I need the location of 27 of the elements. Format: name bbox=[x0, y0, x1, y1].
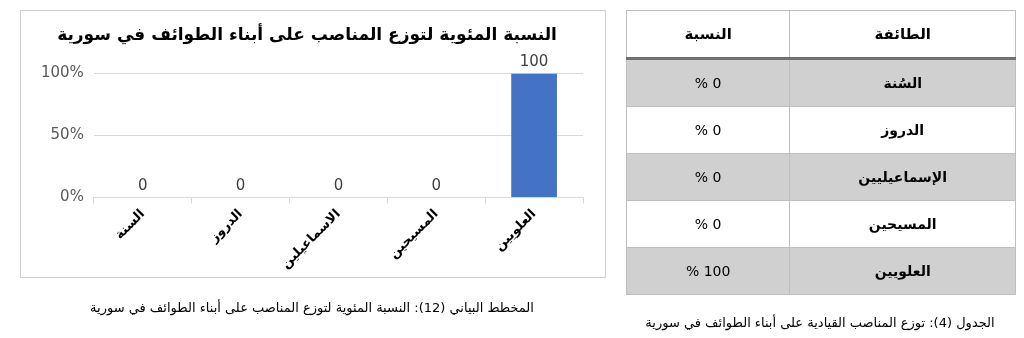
x-tick-label: الاسماعيلين bbox=[277, 205, 343, 271]
category-label: العلويين bbox=[789, 247, 1016, 295]
y-tick-label: 50% bbox=[50, 125, 84, 144]
y-tick-label: 0% bbox=[60, 187, 84, 206]
category-label: السُنة bbox=[789, 58, 1016, 107]
text: الطائفة bbox=[789, 10, 1016, 59]
chart-title: النسبة المئوية لتوزع المناصب على أبناء الطوائف في سورية bbox=[57, 22, 557, 45]
x-tick-label: السنة bbox=[111, 205, 148, 242]
text: % 0 bbox=[694, 169, 722, 185]
category-label: الإسماعيليين bbox=[789, 153, 1016, 201]
data-label: 100 bbox=[519, 51, 549, 70]
x-tick-label: الدروز bbox=[205, 205, 246, 246]
category-label: الدروز bbox=[789, 106, 1016, 154]
text: % 100 bbox=[685, 263, 731, 279]
text: % 0 bbox=[694, 122, 722, 138]
data-label: 0 bbox=[235, 175, 246, 194]
text: المخطط البياني (12): النسبة المئوية لتوزع المناصب على أبناء الطوائف في سورية bbox=[89, 300, 535, 315]
data-label: 0 bbox=[431, 175, 442, 194]
text: النسبة bbox=[626, 10, 790, 59]
data-label: 0 bbox=[333, 175, 344, 194]
data-label: 0 bbox=[138, 175, 148, 194]
text: % 0 bbox=[694, 75, 722, 91]
text: % 0 bbox=[694, 216, 722, 232]
x-tick-label: العلويين bbox=[491, 205, 539, 254]
x-tick-label: المسيحين bbox=[385, 205, 441, 262]
y-tick-label: 100% bbox=[40, 63, 84, 82]
text: الجدول (4): توزع المناصب القيادية على أبناء الطوائف في سورية bbox=[644, 315, 996, 330]
